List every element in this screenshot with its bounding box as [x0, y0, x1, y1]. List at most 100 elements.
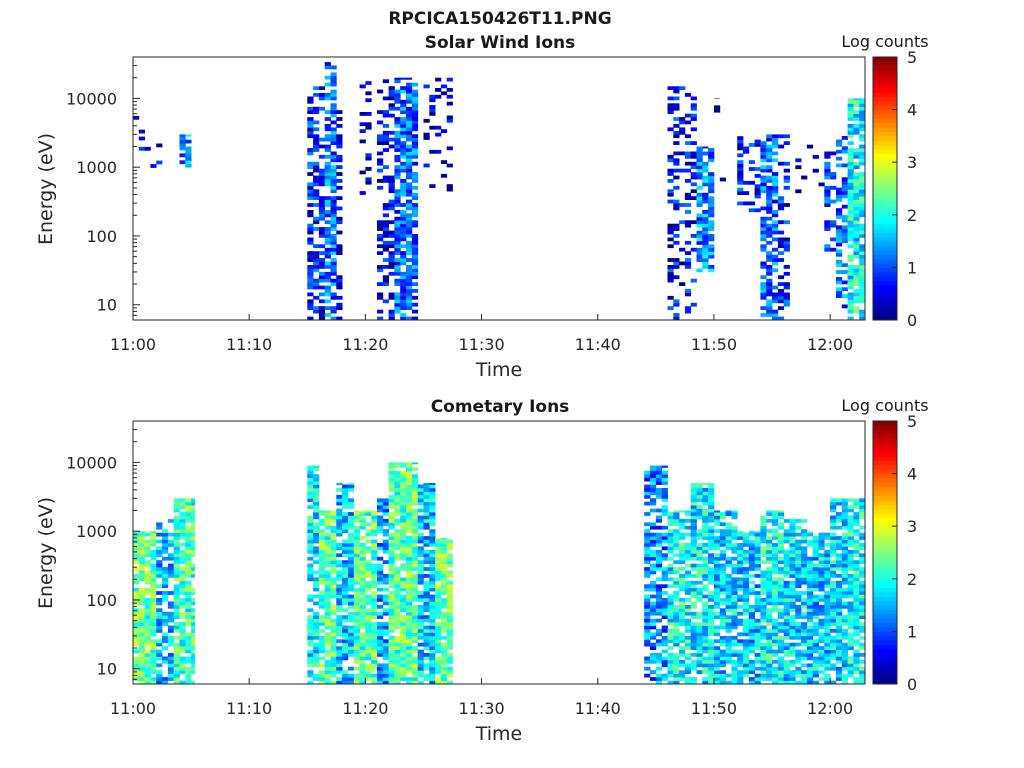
- heatmap-cell: [725, 622, 732, 626]
- heatmap-cell: [783, 587, 790, 592]
- heatmap-cell: [429, 125, 436, 130]
- heatmap-cell: [406, 120, 413, 125]
- heatmap-cell: [359, 611, 366, 616]
- heatmap-cell: [377, 632, 384, 637]
- heatmap-cell: [836, 584, 843, 589]
- heatmap-cell: [406, 213, 413, 218]
- heatmap-cell: [708, 546, 715, 551]
- colorbar-segment: [873, 644, 897, 650]
- heatmap-cell: [766, 203, 773, 207]
- heatmap-cell: [818, 574, 825, 578]
- heatmap-cell: [353, 677, 360, 681]
- heatmap-cell: [388, 137, 395, 142]
- heatmap-cell: [185, 601, 192, 606]
- heatmap-cell: [760, 175, 767, 180]
- heatmap-cell: [318, 244, 326, 249]
- heatmap-cell: [841, 659, 848, 664]
- heatmap-cell: [690, 539, 697, 544]
- heatmap-cell: [400, 525, 407, 530]
- heatmap-cell: [307, 615, 314, 619]
- heatmap-cell: [772, 567, 779, 571]
- heatmap-cell: [150, 625, 157, 630]
- heatmap-cell: [714, 553, 721, 558]
- heatmap-cell: [766, 594, 773, 599]
- heatmap-cell: [144, 635, 151, 640]
- heatmap-cell: [359, 635, 366, 640]
- heatmap-cell: [847, 659, 854, 664]
- heatmap-cell: [772, 220, 779, 225]
- heatmap-cell: [859, 265, 866, 269]
- heatmap-cell: [859, 210, 866, 214]
- heatmap-cell: [324, 251, 331, 255]
- heatmap-cell: [650, 470, 657, 475]
- heatmap-cell: [313, 189, 320, 194]
- heatmap-cell: [673, 258, 680, 262]
- heatmap-cell: [661, 659, 668, 664]
- colorbar-segment: [873, 517, 897, 523]
- heatmap-cell: [173, 574, 180, 578]
- heatmap-cell: [772, 591, 779, 595]
- heatmap-cell: [679, 120, 686, 125]
- heatmap-cell: [818, 570, 825, 575]
- heatmap-cell: [377, 629, 384, 633]
- heatmap-cell: [661, 505, 668, 509]
- heatmap-cell: [365, 670, 372, 674]
- heatmap-cell: [400, 470, 407, 475]
- heatmap-cell: [841, 556, 848, 561]
- heatmap-cell: [836, 567, 843, 571]
- heatmap-cell: [650, 549, 657, 554]
- heatmap-cell: [806, 673, 814, 678]
- heatmap-cell: [371, 601, 378, 606]
- heatmap-cell: [371, 598, 378, 602]
- heatmap-cell: [336, 577, 343, 582]
- heatmap-cell: [847, 302, 854, 307]
- heatmap-cell: [696, 498, 703, 503]
- heatmap-cell: [429, 501, 436, 506]
- heatmap-cell: [371, 563, 378, 568]
- heatmap-cell: [754, 167, 761, 171]
- heatmap-cell: [382, 508, 389, 513]
- heatmap-cell: [359, 656, 366, 661]
- heatmap-cell: [307, 577, 314, 582]
- heatmap-cell: [307, 223, 314, 228]
- heatmap-cell: [650, 618, 657, 623]
- heatmap-cell: [371, 574, 378, 578]
- heatmap-cell: [737, 160, 744, 164]
- heatmap-cell: [406, 302, 413, 307]
- heatmap-cell: [336, 604, 343, 609]
- heatmap-cell: [435, 549, 442, 554]
- heatmap-cell: [772, 172, 779, 176]
- heatmap-cell: [377, 295, 384, 300]
- heatmap-cell: [783, 536, 790, 540]
- heatmap-cell: [708, 483, 715, 485]
- heatmap-cell: [307, 237, 314, 242]
- heatmap-cell: [406, 635, 413, 640]
- colorbar-segment: [873, 653, 897, 659]
- heatmap-cell: [841, 508, 848, 513]
- heatmap-cell: [406, 501, 413, 506]
- heatmap-cell: [411, 477, 419, 482]
- heatmap-cell: [644, 543, 651, 547]
- heatmap-cell: [359, 546, 366, 551]
- heatmap-cell: [644, 639, 651, 644]
- heatmap-cell: [406, 285, 413, 290]
- heatmap-cell: [330, 510, 337, 513]
- heatmap-cell: [336, 251, 343, 255]
- heatmap-cell: [760, 165, 767, 169]
- heatmap-cell: [150, 584, 157, 589]
- heatmap-cell: [818, 536, 825, 540]
- heatmap-cell: [330, 653, 337, 657]
- heatmap-cell: [150, 656, 157, 661]
- heatmap-cell: [708, 491, 715, 496]
- heatmap-cell: [382, 223, 389, 228]
- heatmap-cell: [324, 82, 331, 87]
- heatmap-cell: [760, 185, 767, 190]
- heatmap-cell: [737, 187, 744, 192]
- heatmap-cell: [324, 124, 331, 128]
- heatmap-cell: [156, 560, 163, 564]
- heatmap-cell: [760, 618, 767, 623]
- heatmap-cell: [191, 615, 195, 619]
- heatmap-cell: [748, 618, 755, 623]
- heatmap-cell: [824, 673, 831, 678]
- heatmap-cell: [655, 608, 663, 613]
